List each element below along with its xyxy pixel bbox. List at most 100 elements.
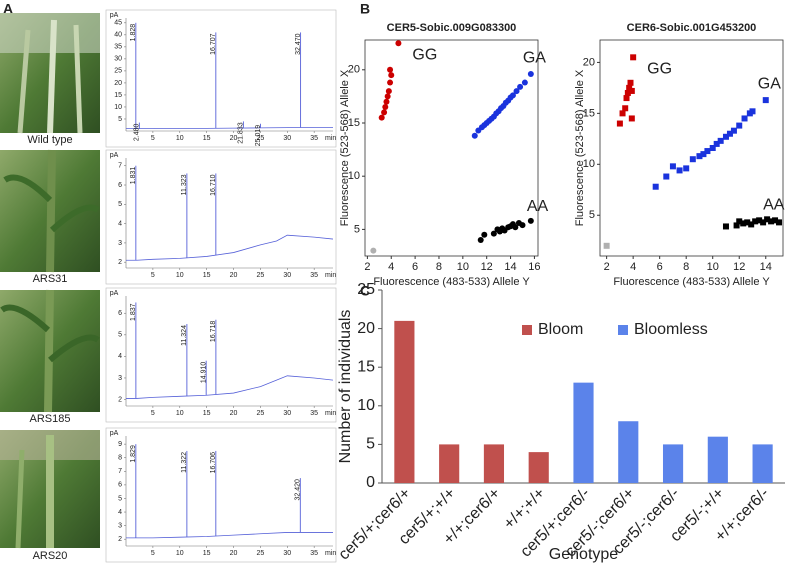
point xyxy=(696,153,703,160)
y-tick-label: 15 xyxy=(583,107,595,119)
point xyxy=(776,219,783,226)
point xyxy=(395,40,402,47)
bar xyxy=(573,382,594,483)
x-tick-label: 12 xyxy=(733,261,745,273)
x-tick-label: 10 xyxy=(707,261,719,273)
x-tick-label: 10 xyxy=(176,410,184,417)
point xyxy=(628,87,635,94)
x-tick-label: 15 xyxy=(203,550,211,557)
point xyxy=(669,163,676,170)
y-tick-label: 4 xyxy=(118,353,122,360)
x-axis-title: min xyxy=(325,550,336,557)
x-axis-title: Fluorescence (483-533) Allele Y xyxy=(373,276,530,288)
y-tick-label: 10 xyxy=(583,158,595,170)
x-tick-label: 5 xyxy=(151,550,155,557)
legend-label: Bloomless xyxy=(634,321,708,338)
y-tick-label: 25 xyxy=(114,68,122,75)
x-tick-label: 12 xyxy=(481,261,493,273)
point xyxy=(749,108,756,115)
y-tick-label: 15 xyxy=(348,117,360,129)
x-tick-label: 10 xyxy=(457,261,469,273)
photo xyxy=(0,430,100,549)
bar xyxy=(394,320,415,483)
peak-label: 11.322 xyxy=(181,452,188,473)
point xyxy=(764,216,771,223)
x-axis-title: min xyxy=(325,272,336,279)
point xyxy=(713,140,720,147)
x-tick-label: 6 xyxy=(657,261,663,273)
peak-label: 25.019 xyxy=(255,125,262,147)
point xyxy=(378,114,385,121)
y-tick-label: 3 xyxy=(118,522,122,529)
point xyxy=(722,133,729,140)
point xyxy=(726,130,733,137)
x-tick-label: 20 xyxy=(230,550,238,557)
chart-title: CER6-Sobic.001G453200 xyxy=(627,22,757,34)
peak-label: 2.480 xyxy=(134,123,141,141)
y-tick-label: 7 xyxy=(118,163,122,170)
point xyxy=(519,222,526,229)
x-tick-label: 25 xyxy=(257,272,265,279)
y-tick-label: 4 xyxy=(118,509,122,516)
x-tick-label: 6 xyxy=(412,261,418,273)
point xyxy=(736,122,743,129)
point xyxy=(652,183,659,190)
point xyxy=(385,88,392,95)
y-axis-title: pA xyxy=(110,12,119,19)
x-tick-label: 20 xyxy=(230,272,238,279)
y-tick-label: 20 xyxy=(583,56,595,68)
x-tick-label: 20 xyxy=(230,135,238,142)
point xyxy=(630,54,637,61)
peak-label: 32.470 xyxy=(295,33,302,55)
x-tick-label: 10 xyxy=(176,550,184,557)
legend-swatch xyxy=(618,325,628,335)
point xyxy=(384,93,391,100)
x-tick-label: 4 xyxy=(388,261,394,273)
point xyxy=(700,151,707,158)
bar xyxy=(707,436,728,483)
cluster-label: GA xyxy=(523,49,546,66)
y-tick-label: 30 xyxy=(114,56,122,63)
point xyxy=(481,231,488,238)
peak-label: 14.910 xyxy=(201,362,208,384)
point xyxy=(733,222,740,229)
point xyxy=(717,137,724,144)
point xyxy=(387,66,394,73)
y-axis-title: Number of individuals xyxy=(337,310,354,464)
peak-label: 16.707 xyxy=(210,33,217,55)
y-tick-label: 10 xyxy=(348,170,360,182)
trace xyxy=(126,126,333,129)
plot-frame xyxy=(364,39,539,257)
point xyxy=(509,92,516,99)
x-axis-title: Fluorescence (483-533) Allele Y xyxy=(613,276,770,288)
point xyxy=(622,105,629,112)
point xyxy=(709,145,716,151)
y-tick-label: 9 xyxy=(118,441,122,448)
x-axis-title: min xyxy=(325,135,336,142)
x-tick-label: 35 xyxy=(310,550,318,557)
x-tick-label: 2 xyxy=(604,261,610,273)
y-tick-label: 3 xyxy=(118,240,122,247)
x-tick-label: 25 xyxy=(257,410,265,417)
y-tick-label: 8 xyxy=(118,455,122,462)
point xyxy=(736,218,743,225)
peak-label: 1.831 xyxy=(130,167,137,185)
bar xyxy=(439,444,460,483)
y-tick-label: 20 xyxy=(114,80,122,87)
y-tick-label: 25 xyxy=(357,281,375,298)
point xyxy=(513,88,520,95)
point xyxy=(762,97,769,104)
x-tick-label: 25 xyxy=(257,550,265,557)
peak-label: 32.420 xyxy=(295,479,302,501)
x-tick-label: 15 xyxy=(203,410,211,417)
x-tick-label: 15 xyxy=(203,272,211,279)
chromatogram-frame xyxy=(105,287,337,423)
x-axis-title: Genotype xyxy=(549,546,618,563)
cluster-label: AA xyxy=(527,198,549,215)
y-tick-label: 5 xyxy=(118,332,122,339)
x-tick-label: 35 xyxy=(310,272,318,279)
point xyxy=(383,98,390,105)
trace xyxy=(126,532,333,539)
x-tick-label: 30 xyxy=(283,135,291,142)
